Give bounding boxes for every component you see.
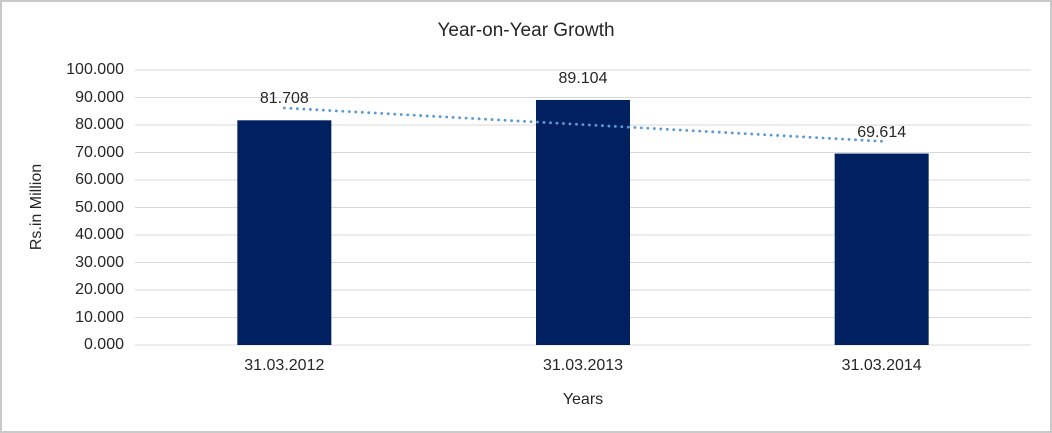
trendline	[282, 106, 884, 143]
bar	[237, 120, 332, 345]
y-tick-label: 80.000	[75, 116, 124, 133]
y-tick-label: 50.000	[75, 198, 124, 216]
y-tick-label: 100.000	[66, 61, 124, 78]
x-tick-label: 31.03.2012	[244, 357, 325, 374]
y-tick-label: 60.000	[75, 171, 124, 188]
bar	[834, 153, 929, 345]
x-tick-label: 31.03.2013	[542, 357, 624, 374]
y-tick-label: 70.000	[75, 143, 124, 161]
y-tick-label: 20.000	[75, 281, 124, 298]
bar-data-label: 69.614	[857, 123, 907, 141]
bar-data-label: 81.708	[259, 90, 309, 108]
y-tick-label: 10.000	[75, 308, 124, 326]
x-tick-label: 31.03.2014	[841, 357, 922, 374]
y-tick-label: 90.000	[75, 88, 124, 106]
bar-data-label: 89.104	[558, 69, 608, 87]
bar	[536, 99, 630, 346]
y-tick-label: 30.000	[75, 253, 124, 271]
chart-title: Year-on-Year Growth	[437, 20, 615, 41]
x-axis-title: Years	[562, 391, 604, 408]
y-tick-label: 0.000	[83, 336, 124, 353]
y-tick-label: 40.000	[75, 226, 124, 243]
